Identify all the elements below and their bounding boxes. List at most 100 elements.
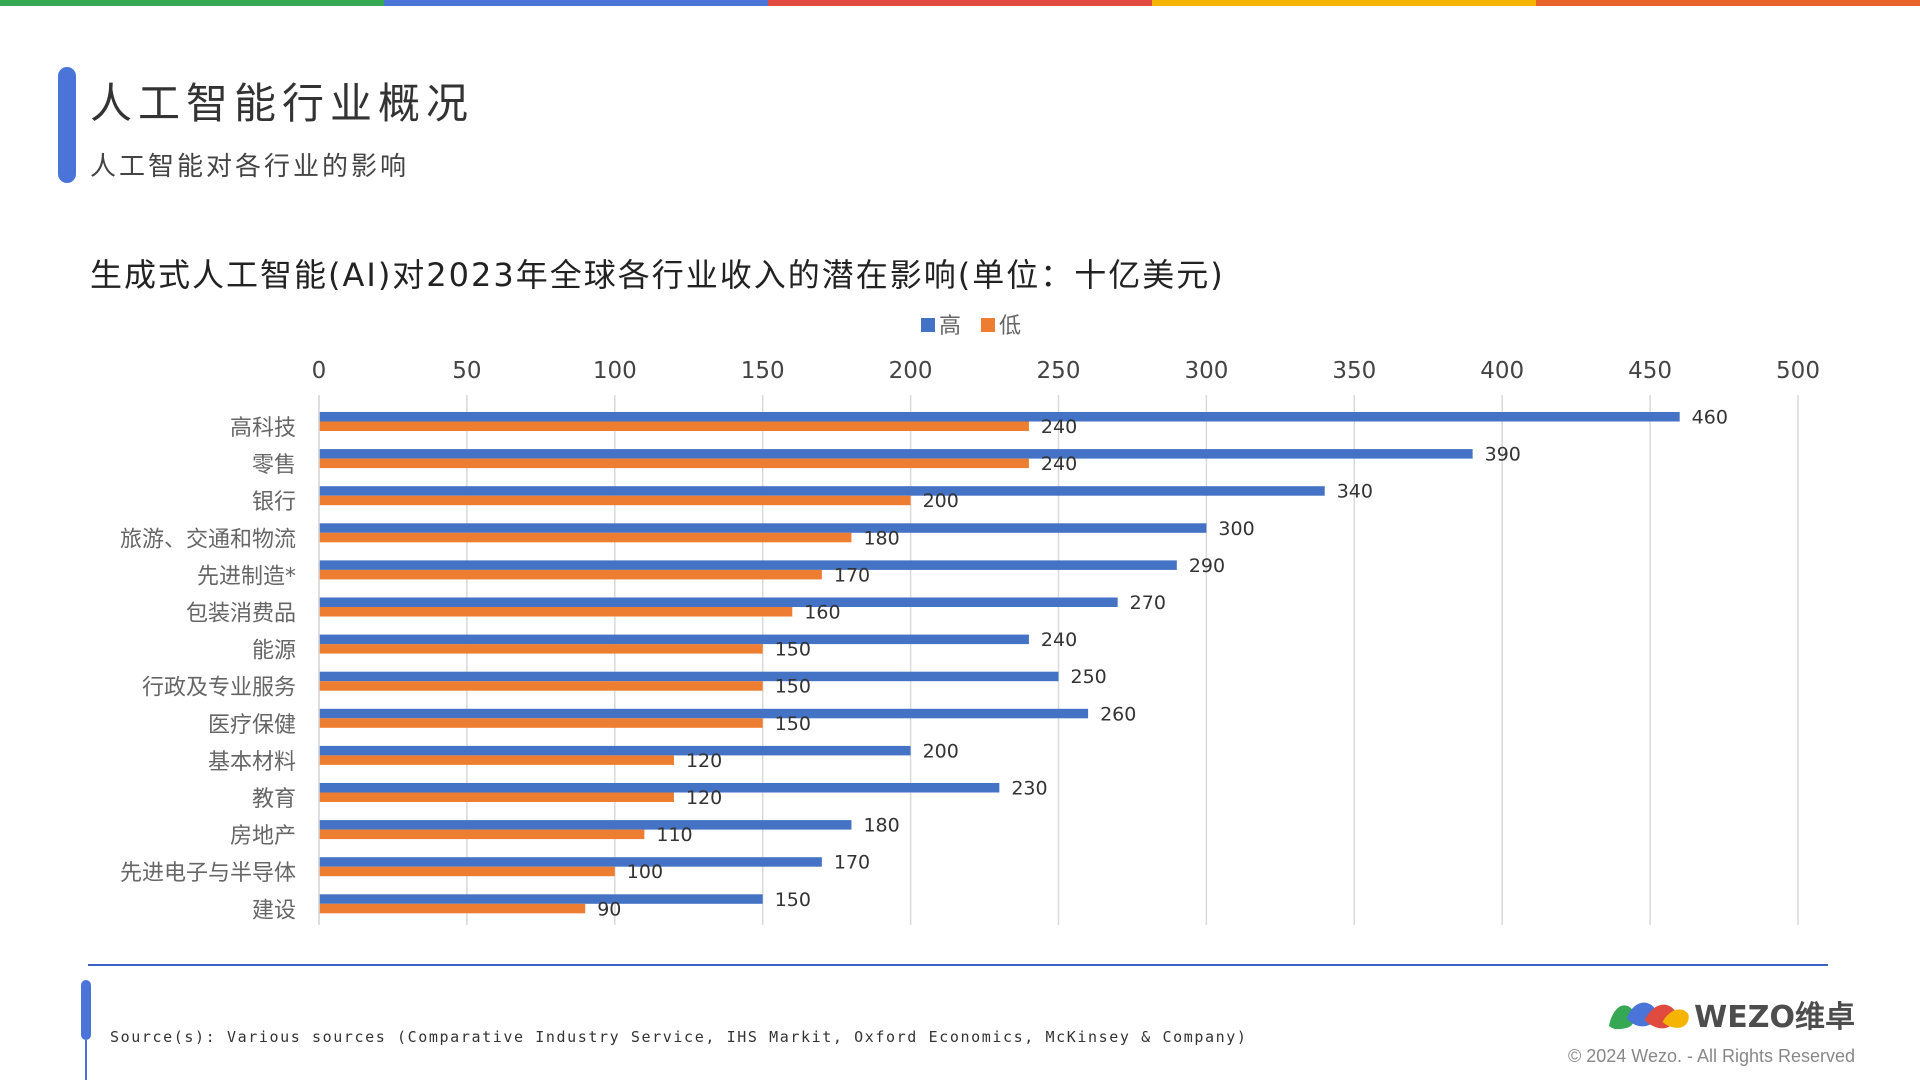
data-label: 180 [863,527,899,549]
bar [319,569,822,580]
data-label: 240 [1041,453,1077,475]
category-label: 包装消费品 [186,602,296,627]
data-label: 240 [1041,416,1077,438]
top-bar-segment-blue [384,0,768,6]
bar [319,866,615,877]
data-label: 200 [923,740,959,762]
bar [319,532,852,543]
bar [319,708,1089,719]
data-label: 290 [1189,555,1225,577]
bar [319,486,1325,496]
bar [319,671,1059,682]
x-tick-label: 150 [741,358,785,384]
data-label: 150 [775,713,811,735]
category-label: 能源 [252,639,296,664]
wezo-logo: WEZO维卓 [1605,992,1855,1036]
title-accent-bar [58,67,76,183]
data-label: 90 [597,898,621,920]
data-label: 390 [1485,444,1521,466]
data-label: 180 [863,815,899,837]
top-bar-segment-yellow [1152,0,1536,6]
bar [319,644,763,654]
bar [319,412,1680,422]
category-label: 教育 [252,787,296,812]
data-label: 110 [656,824,692,846]
footer-divider [88,964,1828,966]
bar [319,857,822,867]
bar [319,681,763,691]
x-tick-label: 450 [1628,358,1672,384]
logo-wordmark: WEZO维卓 [1694,1000,1855,1035]
legend-swatch [981,318,995,332]
data-label: 300 [1218,518,1254,540]
category-label: 旅游、交通和物流 [120,527,296,552]
data-label: 120 [686,750,722,772]
x-tick-label: 50 [452,358,481,384]
x-tick-label: 0 [312,358,327,384]
bar [319,523,1207,533]
bar [319,792,674,802]
data-label: 150 [775,889,811,911]
top-bar-segment-red [768,0,1152,6]
bar [319,783,1000,793]
top-color-bar [0,0,1920,6]
data-label: 250 [1071,666,1107,688]
bar [319,560,1177,570]
data-label: 150 [775,639,811,661]
copyright-text: © 2024 Wezo. - All Rights Reserved [1568,1046,1856,1066]
bar [319,421,1029,431]
data-label: 340 [1337,481,1373,503]
data-label: 120 [686,787,722,809]
bar [319,449,1473,459]
x-tick-label: 250 [1037,358,1081,384]
data-label: 230 [1011,778,1047,800]
bar [319,820,852,830]
chart-title: 生成式人工智能(AI)对2023年全球各行业收入的潜在影响(单位：十亿美元) [90,256,1225,294]
category-label: 建设 [252,898,296,923]
wezo-logo-mark-icon [1608,1002,1689,1030]
category-label: 基本材料 [208,750,296,775]
data-label: 150 [775,676,811,698]
category-label: 零售 [252,453,296,478]
x-tick-label: 500 [1776,358,1820,384]
category-label: 高科技 [230,416,296,441]
data-label: 260 [1100,703,1136,725]
data-label: 100 [627,861,663,883]
top-bar-segment-orange [1536,0,1920,6]
source-note: Source(s): Various sources (Comparative … [110,1028,1248,1046]
x-tick-label: 400 [1480,358,1524,384]
data-label: 240 [1041,629,1077,651]
top-bar-segment-green [0,0,384,6]
x-tick-label: 200 [889,358,933,384]
data-label: 460 [1692,407,1728,429]
legend-label: 高 [939,314,961,339]
page-subtitle: 人工智能对各行业的影响 [90,152,410,182]
category-label: 先进制造* [197,564,296,589]
bar [319,458,1029,469]
bar [319,903,586,914]
category-label: 行政及专业服务 [142,676,296,701]
category-label: 房地产 [230,824,296,849]
data-label: 160 [804,602,840,624]
x-tick-label: 350 [1332,358,1376,384]
page-title: 人工智能行业概况 [90,79,475,128]
bar [319,718,763,728]
x-tick-label: 100 [593,358,637,384]
bar [319,755,674,765]
data-label: 170 [834,852,870,874]
bar [319,495,911,506]
footer-accent-bar [81,980,91,1040]
footer-accent-line [85,1040,87,1080]
legend-swatch [921,318,935,332]
x-tick-label: 300 [1184,358,1228,384]
bar [319,607,793,617]
bar [319,745,911,756]
bar [319,829,645,840]
data-label: 270 [1130,592,1166,614]
data-label: 200 [923,490,959,512]
category-label: 银行 [252,490,296,515]
legend-label: 低 [999,314,1021,339]
bar [319,597,1118,607]
